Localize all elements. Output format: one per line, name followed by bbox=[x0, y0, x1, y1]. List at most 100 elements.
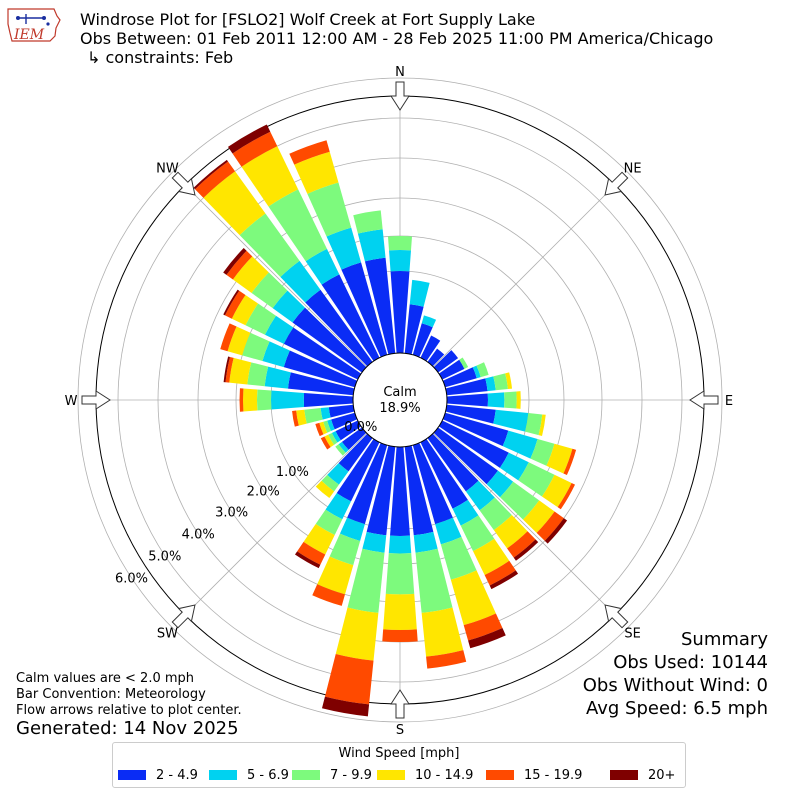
legend-swatch-3 bbox=[377, 770, 405, 780]
bar-260-bin-2 bbox=[304, 408, 323, 424]
footnotes: Calm values are < 2.0 mph Bar Convention… bbox=[16, 671, 242, 719]
bar-290-bin-0 bbox=[283, 350, 358, 388]
bar-210-bin-0 bbox=[336, 438, 380, 502]
calm-label: Calm bbox=[383, 385, 416, 400]
bar-10-bin-0 bbox=[404, 304, 424, 355]
bar-320-bin-3 bbox=[203, 171, 266, 236]
bar-280-bin-1 bbox=[264, 366, 291, 389]
bar-90-bin-0 bbox=[446, 393, 488, 407]
bar-260-bin-4 bbox=[292, 410, 299, 427]
flow-arrow-icon-nw bbox=[171, 171, 196, 196]
bar-20-bin-1 bbox=[421, 315, 437, 328]
bar-230-bin-2 bbox=[335, 444, 346, 456]
bar-300-bin-2 bbox=[245, 303, 276, 335]
compass-label-se: SE bbox=[624, 627, 640, 642]
title-line-constraints: ↳ constraints: Feb bbox=[87, 48, 234, 67]
bar-320-bin-1 bbox=[280, 260, 321, 303]
radial-tick-label-2: 2.0% bbox=[247, 485, 280, 500]
bar-120-bin-0 bbox=[438, 420, 509, 468]
bar-260-bin-3 bbox=[296, 409, 307, 426]
spoke-315 bbox=[184, 184, 368, 368]
bar-330-bin-4 bbox=[232, 131, 278, 167]
bar-180-bin-0 bbox=[390, 446, 410, 536]
legend-swatch-5 bbox=[610, 770, 638, 780]
bar-100-bin-1 bbox=[493, 409, 529, 432]
bar-120-bin-4 bbox=[557, 482, 576, 510]
bar-0-bin-1 bbox=[389, 249, 411, 272]
bar-140-bin-4 bbox=[507, 531, 536, 558]
bar-140-bin-5 bbox=[513, 539, 539, 561]
bar-140-bin-3 bbox=[493, 515, 528, 549]
grid-circle-6 bbox=[77, 77, 723, 723]
bar-350-bin-2 bbox=[353, 210, 383, 234]
flow-arrow-icon-e bbox=[689, 390, 719, 410]
legend-item-3: 10 - 14.9 bbox=[377, 767, 473, 783]
bar-150-bin-3 bbox=[473, 538, 510, 576]
bar-240-bin-1 bbox=[331, 431, 341, 443]
bar-300-bin-1 bbox=[264, 315, 294, 344]
legend-item-4: 15 - 19.9 bbox=[486, 767, 582, 783]
legend-item-0: 2 - 4.9 bbox=[118, 767, 198, 783]
bar-280-bin-3 bbox=[229, 357, 252, 385]
bar-310-bin-1 bbox=[272, 290, 306, 323]
bar-120-bin-2 bbox=[518, 462, 555, 497]
bar-150-bin-0 bbox=[420, 438, 468, 509]
spoke-45 bbox=[432, 184, 616, 368]
bar-210-bin-2 bbox=[315, 509, 343, 536]
legend-item-5: 20+ bbox=[610, 767, 675, 783]
legend-item-2: 7 - 9.9 bbox=[292, 767, 372, 783]
bar-160-bin-2 bbox=[440, 536, 477, 580]
summary-avg-speed: Avg Speed: 6.5 mph bbox=[586, 698, 768, 719]
bar-20-bin-0 bbox=[412, 323, 433, 358]
bar-260-bin-0 bbox=[328, 404, 355, 418]
legend-item-1: 5 - 6.9 bbox=[209, 767, 289, 783]
calm-circle bbox=[352, 352, 448, 448]
bar-300-bin-4 bbox=[224, 290, 246, 319]
bar-170-bin-0 bbox=[404, 445, 434, 536]
bar-280-bin-0 bbox=[287, 372, 355, 396]
bar-60-bin-2 bbox=[459, 357, 469, 369]
bar-290-bin-1 bbox=[262, 341, 290, 368]
flow-arrow-icon-n bbox=[390, 81, 410, 111]
radial-tick-label-6: 6.0% bbox=[115, 572, 148, 587]
chart-title: Windrose Plot for [FSLO2] Wolf Creek at … bbox=[80, 10, 713, 67]
bar-190-bin-3 bbox=[335, 607, 379, 661]
bar-270-bin-1 bbox=[271, 390, 305, 410]
bar-130-bin-1 bbox=[486, 470, 514, 498]
radial-tick-label-1: 1.0% bbox=[276, 465, 309, 480]
bar-80-bin-0 bbox=[445, 378, 488, 396]
bar-190-bin-5 bbox=[321, 696, 370, 717]
bar-220-bin-3 bbox=[315, 480, 335, 498]
spoke-135 bbox=[432, 432, 616, 616]
bar-310-bin-3 bbox=[232, 256, 269, 293]
legend-label-4: 15 - 19.9 bbox=[524, 767, 583, 783]
windrose-bars bbox=[193, 124, 577, 717]
bar-180-bin-1 bbox=[388, 535, 412, 554]
iem-logo: IEM bbox=[6, 6, 62, 48]
bar-350-bin-0 bbox=[364, 257, 396, 355]
bar-80-bin-1 bbox=[485, 376, 496, 392]
bar-210-bin-1 bbox=[325, 493, 351, 520]
title-line-period: Obs Between: 01 Feb 2011 12:00 AM - 28 F… bbox=[80, 29, 714, 48]
bar-230-bin-1 bbox=[338, 441, 349, 453]
compass-axes: N NE E SE S SW W NW bbox=[65, 65, 734, 738]
bar-0-bin-2 bbox=[387, 235, 413, 251]
bar-310-bin-4 bbox=[226, 250, 253, 280]
bar-310-bin-5 bbox=[223, 248, 247, 275]
bar-160-bin-5 bbox=[468, 628, 506, 649]
legend-swatch-1 bbox=[209, 770, 237, 780]
radial-tick-label-4: 4.0% bbox=[182, 528, 215, 543]
title-line-station: Windrose Plot for [FSLO2] Wolf Creek at … bbox=[80, 10, 536, 29]
bar-130-bin-3 bbox=[523, 500, 555, 533]
bar-250-bin-4 bbox=[315, 422, 324, 437]
legend-title: Wind Speed [mph] bbox=[338, 746, 460, 761]
bar-70-bin-1 bbox=[472, 365, 481, 379]
bar-250-bin-0 bbox=[331, 412, 358, 430]
bar-330-bin-1 bbox=[305, 248, 340, 285]
legend: Wind Speed [mph] 2 - 4.9 5 - 6.9 7 - 9.9 10… bbox=[112, 742, 686, 788]
flow-arrow-icon-w bbox=[81, 390, 111, 410]
legend-label-1: 5 - 6.9 bbox=[247, 767, 289, 783]
bar-330-bin-3 bbox=[241, 146, 299, 207]
bar-0-bin-0 bbox=[390, 271, 410, 354]
generated-date: Generated: 14 Nov 2025 bbox=[16, 718, 239, 739]
